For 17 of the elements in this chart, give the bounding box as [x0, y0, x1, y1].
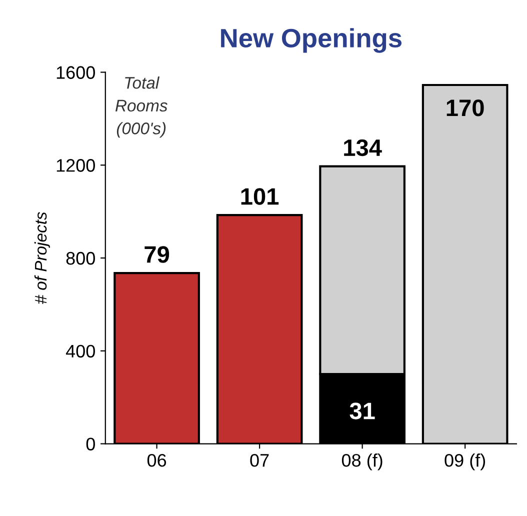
y-tick-label: 800 [66, 252, 95, 265]
annotation: Total Rooms (000's) [115, 76, 168, 138]
annotation: 170 [446, 100, 484, 116]
y-tick-label: 400 [66, 344, 95, 358]
chart-title: New Openings [221, 28, 402, 53]
annotation: 31 [350, 402, 375, 420]
x-tick-label: 07 [250, 454, 269, 467]
y-tick-label: 1200 [56, 159, 95, 172]
y-axis-title: # of Projects [34, 212, 50, 304]
annotation: 134 [344, 139, 382, 156]
x-tick-label: 09 (f) [444, 453, 486, 470]
annotation: 101 [241, 188, 279, 205]
y-tick-label: 1600 [56, 66, 95, 79]
y-tick-label: 0 [86, 438, 95, 450]
x-tick-label: 06 [147, 454, 166, 467]
x-tick-label: 08 (f) [342, 453, 382, 470]
annotation: 79 [144, 246, 170, 263]
